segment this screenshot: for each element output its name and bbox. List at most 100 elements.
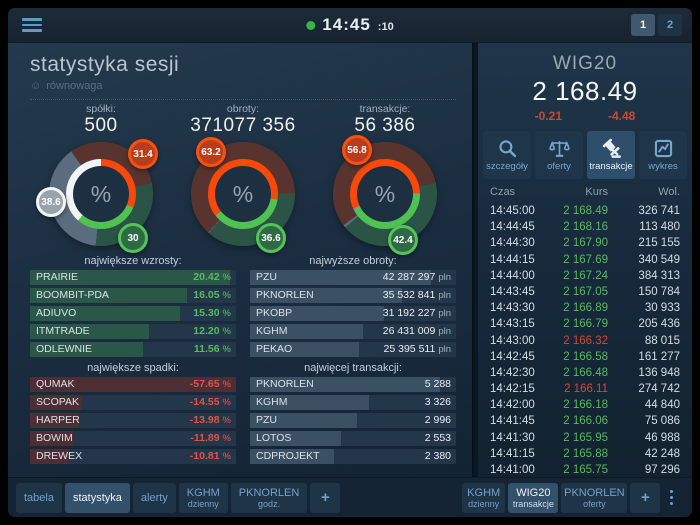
tx-volume: 97 296 xyxy=(644,464,680,476)
minitable-row-harper[interactable]: HARPER -13.98% xyxy=(30,413,236,428)
tab-wig20-transakcje[interactable]: WIG20 transakcje xyxy=(508,482,559,513)
minitable-row-drewex[interactable]: DREWEX -10.81% xyxy=(30,449,236,464)
tx-time: 14:43:00 xyxy=(490,334,535,347)
tab-kghm-dzienny[interactable]: KGHM dzienny xyxy=(462,482,506,513)
tab-tabela[interactable]: tabela xyxy=(16,482,62,513)
transactions-table[interactable]: Czas Kurs Wol. 14:45:00 2 168.49 326 741… xyxy=(478,186,692,477)
tab-alerty[interactable]: alerty xyxy=(132,482,176,513)
instrument-name: DREWEX xyxy=(36,450,83,462)
page-2-button[interactable]: 2 xyxy=(658,14,682,36)
instrument-value: 42 287 297 pln xyxy=(382,271,451,283)
menu-icon[interactable] xyxy=(22,18,42,32)
tx-price: 2 167.24 xyxy=(563,269,608,282)
minitable-row-qumak[interactable]: QUMAK -57.65% xyxy=(30,377,236,392)
view-button-oferty[interactable]: oferty xyxy=(535,131,583,179)
minitable-title: największe spadki: xyxy=(87,362,179,374)
instrument-value: 11.56% xyxy=(193,343,231,355)
view-button-transakcje[interactable]: transakcje xyxy=(587,131,635,179)
stat-value: 371077 356 xyxy=(190,115,296,136)
minitable-row-kghm[interactable]: KGHM 26 431 009 pln xyxy=(250,324,456,339)
tab-sublabel: godz. xyxy=(258,498,281,509)
tx-volume: 150 784 xyxy=(638,285,680,298)
stat-value: 500 xyxy=(84,115,118,136)
transaction-row: 14:42:00 2 166.18 44 840 xyxy=(490,397,680,413)
add-tab-button-left[interactable]: + xyxy=(310,482,341,513)
tx-time: 14:42:30 xyxy=(490,366,535,379)
minitable-row-bowim[interactable]: BOWIM -11.89% xyxy=(30,431,236,446)
tab-label: alerty xyxy=(140,491,168,504)
view-button-label: oferty xyxy=(547,161,571,172)
instrument-name: ADIUVO xyxy=(36,307,77,319)
minitable-transakcje: najwięcej transakcji: PKNORLEN 5 288 KGH… xyxy=(250,360,456,467)
search-icon xyxy=(497,138,518,159)
minitable-row-scopak[interactable]: SCOPAK -14.55% xyxy=(30,395,236,410)
minitable-row-itmtrade[interactable]: ITMTRADE 12.20% xyxy=(30,324,236,339)
minitable-row-pzu[interactable]: PZU 42 287 297 pln xyxy=(250,270,456,285)
donut-center-label: % xyxy=(90,180,112,207)
view-button-label: szczegóły xyxy=(486,161,528,172)
minitable-row-pzu[interactable]: PZU 2 996 xyxy=(250,413,456,428)
minitable-row-boombit-pda[interactable]: BOOMBIT-PDA 16.05% xyxy=(30,288,236,303)
mood-label: równowaga xyxy=(46,79,103,92)
instrument-name: ITMTRADE xyxy=(36,325,90,337)
transaction-row: 14:44:45 2 168.16 113 480 xyxy=(490,219,680,235)
right-tab-group: KGHM dzienny WIG20 transakcje PKNORLEN o… xyxy=(462,482,684,513)
column-wol: Wol. xyxy=(658,186,680,198)
stat-label: transakcje: xyxy=(359,103,411,115)
tx-volume: 88 015 xyxy=(644,334,680,347)
minitable-row-lotos[interactable]: LOTOS 2 553 xyxy=(250,431,456,446)
tx-price: 2 168.16 xyxy=(563,221,608,234)
value-bar xyxy=(30,306,181,321)
minitable-row-pknorlen[interactable]: PKNORLEN 5 288 xyxy=(250,377,456,392)
instrument-value: 3 326 xyxy=(424,396,451,408)
tab-kghm-dzienny[interactable]: KGHM dzienny xyxy=(178,482,228,513)
minitable-row-odlewnie[interactable]: ODLEWNIE 11.56% xyxy=(30,342,236,357)
tx-volume: 326 741 xyxy=(638,205,680,217)
tx-volume: 113 480 xyxy=(639,221,680,234)
view-button-szczeg-y[interactable]: szczegóły xyxy=(483,131,531,179)
tx-time: 14:45:00 xyxy=(490,205,535,217)
transaction-row: 14:44:00 2 167.24 384 313 xyxy=(490,268,680,284)
donut-center-label: % xyxy=(232,180,254,207)
minitable-row-cdprojekt[interactable]: CDPROJEKT 2 380 xyxy=(250,449,456,464)
donut-badge-red: 63.2 xyxy=(195,137,226,167)
minitable-row-kghm[interactable]: KGHM 3 326 xyxy=(250,395,456,410)
instrument-value: 26 431 009 pln xyxy=(382,325,451,337)
minitable-title: najwięcej transakcji: xyxy=(304,362,402,374)
tx-volume: 44 840 xyxy=(644,399,680,412)
instrument-name: PKNORLEN xyxy=(256,378,314,390)
tx-volume: 215 155 xyxy=(638,237,680,250)
minitable-row-pknorlen[interactable]: PKNORLEN 35 532 841 pln xyxy=(250,288,456,303)
page-1-button[interactable]: 1 xyxy=(631,14,655,36)
value-bar xyxy=(250,395,370,410)
minitable-row-prairie[interactable]: PRAIRIE 20.42% xyxy=(30,270,236,285)
value-bar xyxy=(30,431,74,446)
app-screen: 14:45:10 1 2 statystyka sesji ☺ równowag… xyxy=(8,8,692,517)
transaction-row: 14:43:15 2 166.79 205 436 xyxy=(490,316,680,332)
overflow-menu-icon[interactable] xyxy=(663,487,680,508)
transaction-row: 14:42:45 2 166.58 161 277 xyxy=(490,349,680,365)
tab-statystyka[interactable]: statystyka xyxy=(64,482,130,513)
session-stats-row: spółki: 500 obroty: 371077 356 transakcj… xyxy=(30,103,456,136)
tab-pknorlen-godz[interactable]: PKNORLEN godz. xyxy=(230,482,308,513)
view-button-wykres[interactable]: wykres xyxy=(639,131,687,179)
tx-time: 14:42:45 xyxy=(490,350,535,363)
transaction-row: 14:42:30 2 166.48 136 948 xyxy=(490,365,680,381)
tab-pknorlen-oferty[interactable]: PKNORLEN oferty xyxy=(561,482,628,513)
minitable-row-adiuvo[interactable]: ADIUVO 15.30% xyxy=(30,306,236,321)
tx-price: 2 165.75 xyxy=(563,464,608,476)
index-changes: -0.21 -4.48 xyxy=(478,109,692,123)
instrument-name: ODLEWNIE xyxy=(36,343,93,355)
donut-badge-white: 38.6 xyxy=(36,187,66,217)
wig20-panel: WIG20 2 168.49 -0.21 -4.48 szczegóły ofe… xyxy=(478,43,692,477)
instrument-name: PKNORLEN xyxy=(256,289,314,301)
minitable-row-pekao[interactable]: PEKAO 25 395 511 pln xyxy=(250,342,456,357)
transaction-row: 14:44:15 2 167.69 340 549 xyxy=(490,252,680,268)
minitable-spadki: największe spadki: QUMAK -57.65% SCOPAK … xyxy=(30,360,236,467)
tab-label: WIG20 xyxy=(516,486,551,499)
chart-icon xyxy=(653,138,674,159)
add-tab-button-right[interactable]: + xyxy=(630,482,661,513)
instrument-name: PZU xyxy=(256,414,277,426)
left-tab-group: tabela statystyka alerty KGHM dzienny PK… xyxy=(16,482,341,513)
minitable-row-pkobp[interactable]: PKOBP 31 192 227 pln xyxy=(250,306,456,321)
